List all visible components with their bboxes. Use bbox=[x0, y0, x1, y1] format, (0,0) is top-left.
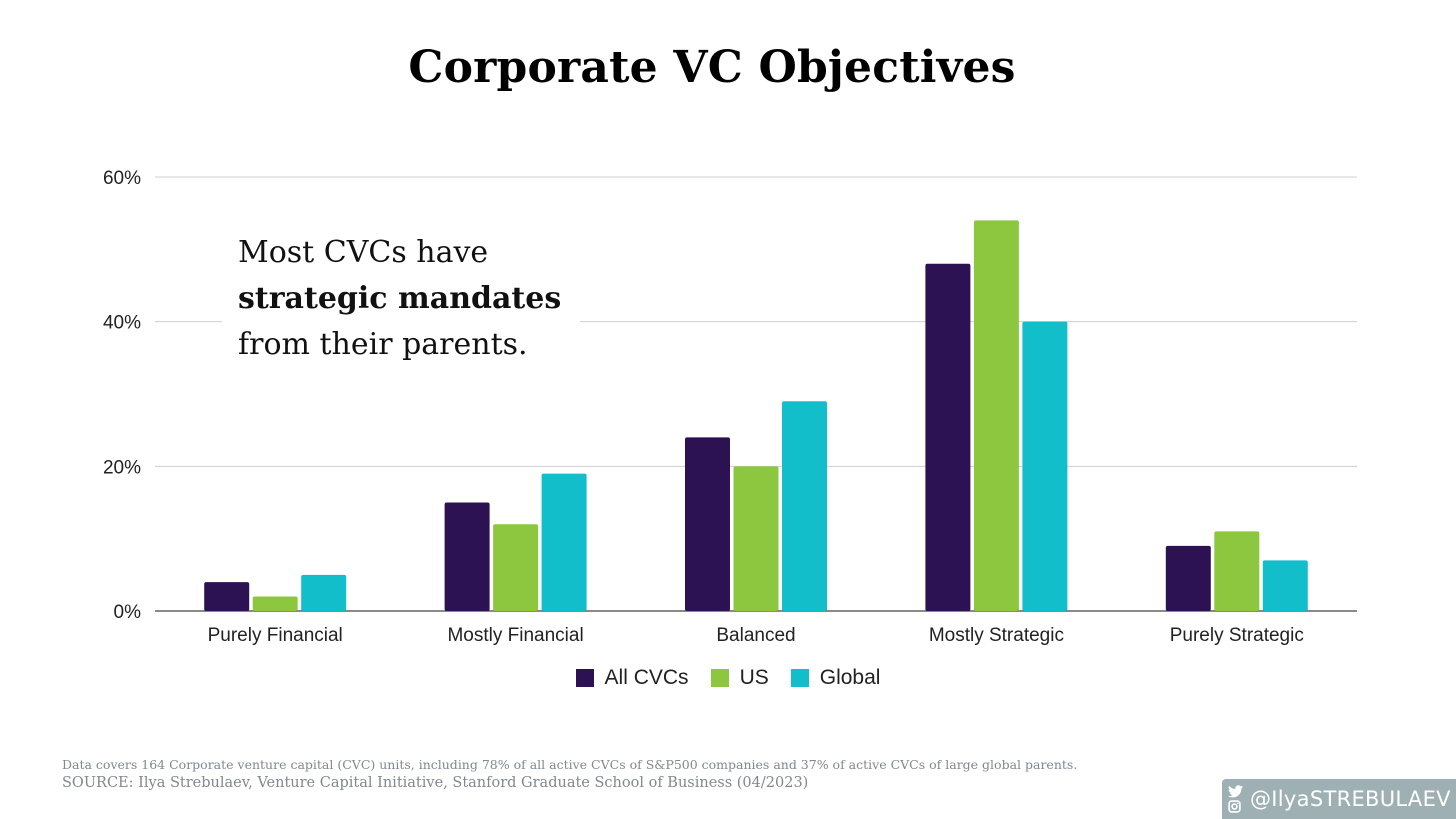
legend-item-global: Global bbox=[790, 666, 881, 690]
legend-item-all-cvcs: All CVCs bbox=[575, 666, 689, 690]
bars bbox=[204, 220, 1308, 611]
y-tick-label: 60% bbox=[103, 168, 141, 189]
y-tick-label: 20% bbox=[103, 457, 141, 478]
legend-swatch bbox=[710, 669, 729, 687]
callout-text: Most CVCs have bbox=[238, 235, 489, 270]
y-axis-ticks: 0% 20% 40% 60% bbox=[103, 168, 141, 623]
x-tick-label: Mostly Strategic bbox=[929, 625, 1064, 646]
legend-label: Global bbox=[819, 666, 881, 689]
chart-legend: All CVCs US Global bbox=[0, 666, 1456, 690]
bar bbox=[973, 220, 1019, 611]
bar bbox=[204, 582, 250, 611]
bar bbox=[1262, 560, 1308, 611]
twitter-icon bbox=[1228, 785, 1243, 798]
bar bbox=[925, 263, 971, 611]
social-handle-text: @IlyaSTREBULAEV bbox=[1250, 787, 1451, 811]
x-tick-label: Balanced bbox=[716, 625, 795, 646]
footnote-data-note: Data covers 164 Corporate venture capita… bbox=[62, 757, 1078, 772]
legend-label: All CVCs bbox=[604, 666, 689, 689]
bar bbox=[444, 502, 490, 611]
bar bbox=[1022, 321, 1068, 611]
legend-swatch bbox=[790, 669, 809, 687]
bar-chart: 0% 20% 40% 60% Purely Financial Mostly Finan… bbox=[103, 168, 1357, 646]
bar bbox=[733, 466, 779, 611]
social-icons bbox=[1228, 785, 1244, 813]
bar bbox=[685, 437, 730, 611]
footnote-source: SOURCE: Ilya Strebulaev, Venture Capital… bbox=[62, 775, 809, 791]
bar bbox=[541, 473, 587, 611]
y-tick-label: 40% bbox=[103, 313, 141, 334]
callout-text-end: from their parents. bbox=[238, 327, 528, 362]
legend-label: US bbox=[739, 666, 769, 689]
bar bbox=[252, 596, 298, 611]
bar bbox=[782, 401, 827, 611]
legend-item-us: US bbox=[710, 666, 769, 690]
bar bbox=[301, 574, 347, 611]
legend-swatch bbox=[575, 669, 594, 687]
bar bbox=[1214, 531, 1260, 611]
chart-title: Corporate VC Objectives bbox=[408, 42, 1016, 93]
bar bbox=[493, 524, 539, 611]
x-tick-label: Mostly Financial bbox=[447, 625, 583, 646]
callout-emphasis: strategic mandates bbox=[238, 281, 562, 316]
x-tick-label: Purely Financial bbox=[208, 625, 343, 646]
x-axis-ticks: Purely Financial Mostly Financial Balanced… bbox=[208, 625, 1304, 646]
social-handle-badge[interactable]: @IlyaSTREBULAEV bbox=[1222, 779, 1456, 819]
instagram-icon bbox=[1228, 800, 1241, 813]
x-tick-label: Purely Strategic bbox=[1170, 625, 1304, 646]
y-tick-label: 0% bbox=[114, 602, 142, 623]
footnote: Data covers 164 Corporate venture capita… bbox=[62, 756, 1077, 793]
chart-callout: Most CVCs have strategic mandates from t… bbox=[222, 226, 580, 374]
bar bbox=[1165, 545, 1211, 611]
